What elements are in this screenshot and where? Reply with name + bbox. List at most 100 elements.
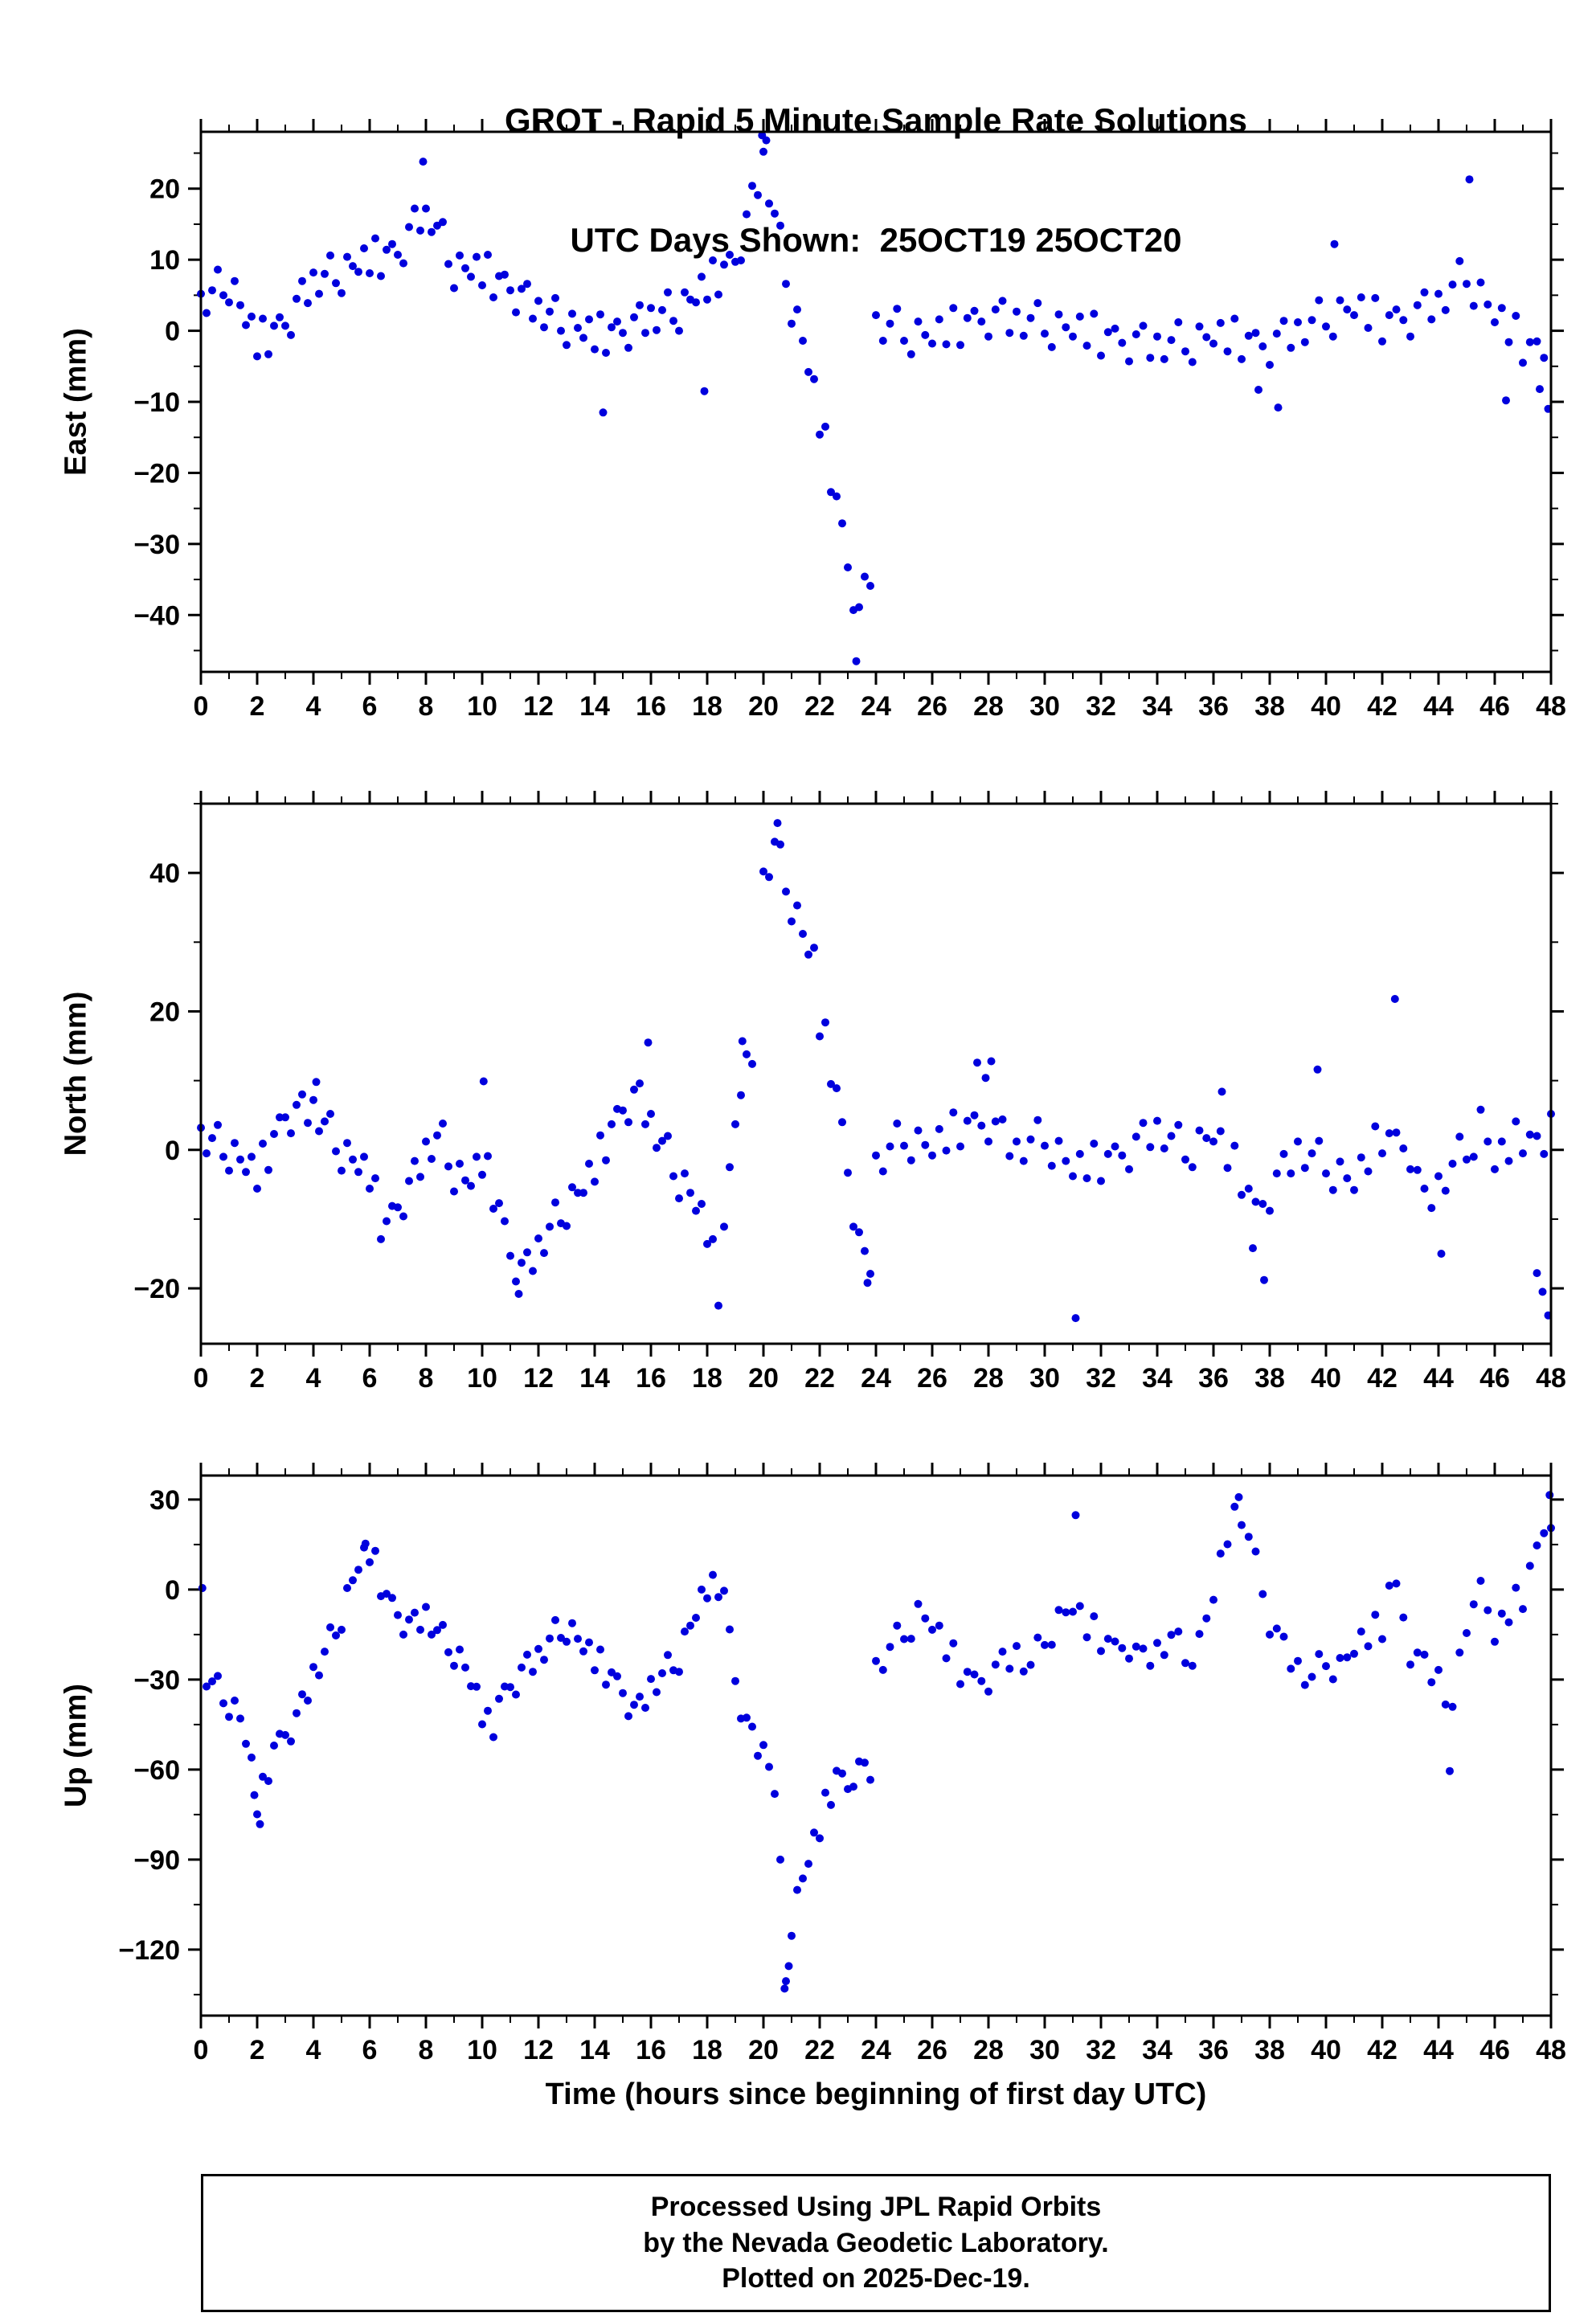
data-point [866, 1775, 874, 1784]
data-point [1103, 1149, 1112, 1158]
data-point [1385, 311, 1393, 320]
data-point [700, 387, 709, 395]
data-point [1062, 323, 1070, 332]
data-point [1545, 1491, 1554, 1500]
data-point [225, 1166, 233, 1175]
data-point [518, 284, 526, 293]
data-point [1146, 1661, 1155, 1670]
data-point [1504, 338, 1513, 346]
data-point [506, 1251, 514, 1260]
data-point [799, 337, 807, 345]
data-point [467, 272, 475, 281]
data-point [1399, 316, 1408, 325]
data-point [1343, 305, 1352, 314]
data-point [1244, 331, 1253, 340]
x-tick-label: 38 [1254, 1363, 1285, 1394]
data-point [1125, 1165, 1133, 1173]
data-point [568, 1619, 576, 1627]
data-point [738, 1037, 747, 1046]
data-point [1160, 1144, 1168, 1152]
data-point [669, 1172, 677, 1181]
data-point [613, 1672, 621, 1680]
data-point [759, 147, 767, 156]
data-point [304, 1119, 312, 1128]
data-point [585, 315, 593, 324]
data-point [1350, 311, 1358, 320]
data-point [1463, 1155, 1471, 1164]
data-point [360, 244, 368, 252]
data-point [287, 1737, 295, 1746]
data-point [1118, 1644, 1127, 1652]
data-point [388, 1594, 396, 1603]
data-point [658, 1669, 666, 1677]
data-point [776, 221, 784, 230]
data-point [782, 887, 790, 896]
data-point [1202, 1614, 1211, 1623]
data-point [321, 1648, 329, 1656]
data-point [456, 251, 464, 260]
data-point [1266, 1630, 1274, 1639]
data-point [1519, 1605, 1527, 1614]
data-point [1427, 1678, 1436, 1687]
y-tick-label: 20 [149, 997, 180, 1027]
data-point [1463, 280, 1471, 289]
x-tick-label: 0 [194, 1363, 209, 1394]
data-point [771, 209, 779, 218]
data-point [720, 1586, 728, 1595]
data-point [784, 1962, 793, 1971]
data-point [765, 873, 773, 882]
data-point [501, 1217, 509, 1226]
data-point [1238, 1190, 1246, 1199]
data-point [973, 1058, 981, 1067]
data-point [921, 330, 930, 339]
data-point [1111, 324, 1119, 333]
data-point [1054, 1136, 1063, 1145]
data-point [591, 1666, 599, 1675]
data-point [608, 323, 616, 332]
data-point [214, 265, 222, 274]
data-point [1455, 1132, 1464, 1141]
x-tick-label: 22 [804, 1363, 835, 1394]
data-point [1167, 336, 1176, 345]
data-point [1223, 1164, 1232, 1173]
data-point [956, 1680, 964, 1689]
data-point [1437, 1250, 1446, 1258]
data-point [1230, 1502, 1239, 1511]
data-point [709, 256, 717, 264]
data-point [489, 1205, 497, 1213]
data-point [1279, 1149, 1288, 1158]
y-tick-label: −20 [133, 458, 180, 489]
data-point [1132, 330, 1140, 338]
data-point [861, 572, 869, 581]
data-point [225, 298, 233, 307]
data-point [529, 314, 537, 323]
data-point [203, 309, 211, 317]
y-tick-label: 20 [149, 174, 180, 205]
data-point [208, 1677, 216, 1686]
data-point [664, 1132, 672, 1140]
data-point [1013, 307, 1021, 316]
x-tick-label: 12 [523, 2035, 554, 2065]
data-point [1132, 1642, 1140, 1651]
data-point [1251, 329, 1260, 338]
data-point [1371, 1611, 1380, 1619]
data-point [1238, 1521, 1246, 1529]
data-point [394, 1203, 402, 1212]
data-point [338, 289, 346, 297]
data-point [816, 1834, 824, 1843]
data-point [1251, 1197, 1260, 1206]
data-point [214, 1120, 222, 1129]
data-point [501, 270, 509, 279]
data-point [799, 930, 807, 938]
data-point [270, 1130, 278, 1138]
data-point [579, 1189, 587, 1197]
data-point [748, 182, 756, 190]
y-tick-label: 10 [149, 245, 180, 276]
data-point [743, 1050, 751, 1058]
data-point [1160, 1651, 1168, 1660]
data-point [399, 1212, 407, 1221]
x-tick-label: 34 [1142, 691, 1172, 722]
data-point [551, 293, 559, 302]
data-point [1260, 1275, 1268, 1284]
data-point [1465, 175, 1474, 184]
